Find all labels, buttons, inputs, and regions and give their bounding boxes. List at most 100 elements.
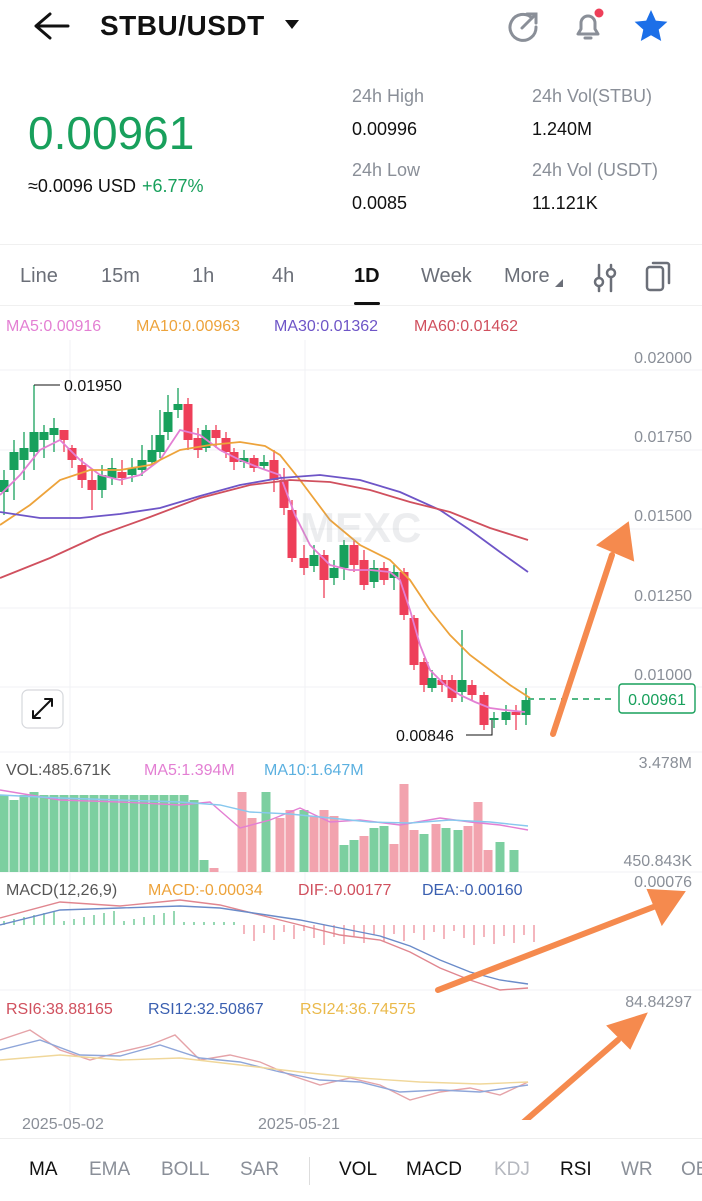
candle-body [359,560,369,585]
rsi6-legend: RSI6:38.88165 [6,1001,113,1018]
indicator-settings-icon[interactable] [592,263,618,293]
tab-4h[interactable]: 4h [272,265,295,287]
volume-bar [453,830,463,872]
chart-layout-icon[interactable] [644,261,672,293]
price-axis-label: 0.02000 [634,350,692,367]
indicator-kdj[interactable]: KDJ [494,1159,530,1180]
current-price-tag: 0.00961 [628,692,686,709]
candle-body [147,450,157,462]
watermark: MEXC [300,504,421,551]
dea-value: DEA:-0.00160 [422,882,523,899]
price-axis-label: 0.01000 [634,667,692,684]
macd-lines [0,899,529,991]
volume-bar [189,800,199,872]
volume-bar [19,795,29,872]
volume-bar [0,795,9,872]
candlestick-chart[interactable]: 0.01950 0.00846 0.00961 MEXC [0,340,702,1120]
pair-title[interactable]: STBU/USDT [100,10,265,41]
volume-bar [199,860,209,872]
low-label: 24h Low [352,160,421,180]
indicator-ma[interactable]: MA [29,1159,58,1180]
candle-body [97,475,107,490]
macd-histogram [3,911,535,945]
tab-1d[interactable]: 1D [354,265,380,287]
favorite-star-icon[interactable] [632,8,670,44]
candle-body [239,458,249,462]
macd-axis: 0.00076 [634,874,692,891]
volume-bar [359,836,369,872]
indicator-boll[interactable]: BOLL [161,1159,210,1180]
indicator-vol[interactable]: VOL [339,1159,378,1180]
rsi24-legend: RSI24:36.74575 [300,1001,416,1018]
volume-bar [369,828,379,872]
candle-body [467,685,477,695]
candle-body [501,712,511,720]
candle-body [287,510,297,558]
indicator-macd[interactable]: MACD [406,1159,462,1180]
candle-body [511,712,521,715]
volume-bar [309,816,319,872]
ma30-line [0,474,529,573]
vol-base-value: 1.240M [532,119,593,139]
vol-axis-max: 3.478M [638,755,692,772]
tab-week[interactable]: Week [421,265,472,287]
tab-more[interactable]: More [504,265,550,287]
indicator-rsi[interactable]: RSI [560,1159,592,1180]
tab-1h[interactable]: 1h [192,265,215,287]
vol-axis-min: 450.843K [623,853,692,870]
candle-body [409,618,419,665]
volume-bar [247,818,257,872]
indicator-sar[interactable]: SAR [240,1159,280,1180]
candle-body [155,435,165,452]
candle-body [379,568,389,580]
chevron-down-icon[interactable] [284,19,300,31]
candle-body [19,448,29,460]
volume-bar [495,842,505,872]
candle-body [183,404,193,440]
indicator-wr[interactable]: WR [621,1159,653,1180]
volume-bar [79,795,89,872]
candle-body [249,458,259,468]
ma5-legend: MA5:0.00916 [6,318,102,335]
volume-bar [9,800,19,872]
candle-body [369,568,379,582]
date-label: 2025-05-21 [258,1116,340,1133]
indicator-ema[interactable]: EMA [89,1159,131,1180]
tab-line[interactable]: Line [20,265,58,287]
volume-bar [237,792,247,872]
candle-body [163,412,173,432]
tab-15m[interactable]: 15m [101,265,140,287]
header-bar: STBU/USDT [0,0,702,56]
candle-body [9,452,19,470]
candle-body [39,432,49,440]
candle-body [59,430,69,440]
candle-body [339,545,349,568]
candle-body [211,430,221,438]
bell-icon[interactable] [570,8,606,44]
volume-bar [319,810,329,872]
candle-body [279,480,289,508]
back-arrow-icon[interactable] [30,10,70,42]
volume-bar [419,834,429,872]
volume-bar [139,795,149,872]
volume-bar [441,828,451,872]
expand-icon [32,698,53,719]
candle-body [117,472,127,478]
indicator-obv[interactable]: OB [681,1159,702,1180]
candle-body [269,460,279,480]
share-icon[interactable] [506,10,540,44]
high-value: 0.00996 [352,119,418,139]
volume-bar [329,816,339,872]
volume-bar [399,784,409,872]
vol-quote-label: 24h Vol (USDT) [532,160,659,180]
volume-bar [119,795,129,872]
volume-bar [275,818,285,872]
ma30-legend: MA30:0.01362 [274,318,379,335]
volume-bar [59,795,69,872]
volume-bar [99,795,109,872]
gridlines [0,340,702,1115]
macd-params: MACD(12,26,9) [6,882,118,899]
low-marker-line [466,720,493,736]
volume-bar [89,795,99,872]
volume-bar [209,868,219,872]
